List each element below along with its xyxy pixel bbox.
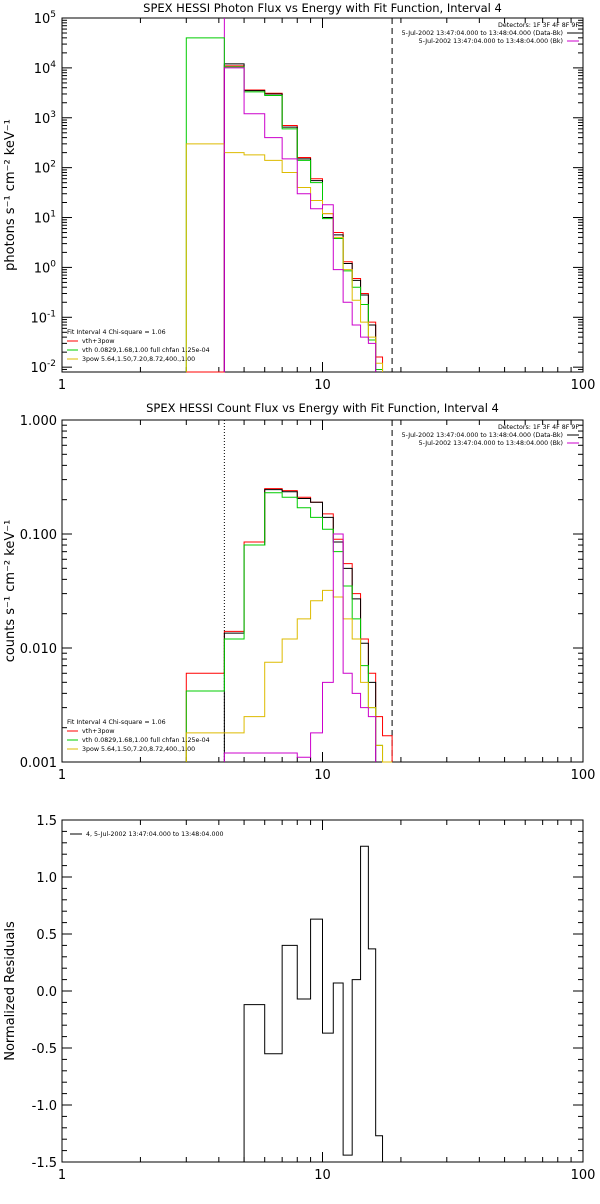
x-tick-label: 1 (58, 768, 66, 783)
x-tick-label: 1 (58, 378, 66, 393)
y-tick-label: -0.5 (32, 1042, 57, 1057)
legend-bottom-left-entry: Fit Interval 4 Chi-square = 1.06 (67, 719, 166, 726)
legend-bottom-left-entry: vth 0.0829,1.68,1.00 full chfan 1.25e-04 (82, 347, 210, 354)
series-step-bk (223, 533, 377, 762)
legend-bottom-left-entry: 3pow 5.64,1.50,7.20,8.72,400.,1.00 (82, 356, 195, 363)
y-tick-label: 105 (34, 10, 56, 27)
legend-bottom-left-entry: vth+3pow (82, 338, 114, 345)
x-tick-label: 100 (571, 1168, 596, 1183)
y-tick-label: 10-2 (30, 359, 56, 376)
legend-bottom-left-entry: vth 0.0829,1.68,1.00 full chfan 1.25e-04 (82, 737, 210, 744)
x-tick-label: 100 (571, 768, 596, 783)
y-tick-label: 102 (34, 160, 56, 177)
legend-top-right-entry: 5-Jul-2002 13:47:04.000 to 13:48:04.000 … (402, 30, 563, 37)
series-step-data-bk (223, 63, 377, 372)
x-tick-label: 10 (314, 768, 331, 783)
y-tick-label: 0.100 (20, 528, 57, 543)
y-axis-label: Normalized Residuals (3, 921, 18, 1061)
y-tick-label: 101 (34, 210, 56, 227)
y-tick-label: -1.5 (32, 1156, 57, 1171)
x-tick-label: 10 (314, 378, 331, 393)
legend-top-left-entry: 4, 5-Jul-2002 13:47:04.000 to 13:48:04.0… (86, 831, 223, 838)
y-tick-label: 1.5 (36, 814, 57, 829)
legend-top-right-entry: 5-Jul-2002 13:47:04.000 to 13:48:04.000 … (419, 38, 563, 45)
series-step-residuals (224, 845, 384, 1163)
y-axis-label: photons s⁻¹ cm⁻² keV⁻¹ (3, 119, 18, 271)
legend-top-right-entry: 5-Jul-2002 13:47:04.000 to 13:48:04.000 … (402, 432, 563, 439)
y-tick-label: 0.0 (36, 985, 57, 1000)
chart-panel-3: 1 10 100 1.5 1.0 0.5 0.0 -0.5 -1.0 -1.5 Normalized… (3, 814, 595, 1183)
y-tick-label: 104 (34, 60, 57, 77)
y-tick-label: 103 (34, 110, 56, 127)
chart-title: SPEX HESSI Count Flux vs Energy with Fit… (146, 401, 499, 415)
series-step-vth-3pow (186, 65, 384, 373)
legend-bottom-left-entry: 3pow 5.64,1.50,7.20,8.72,400.,1.00 (82, 746, 195, 753)
x-tick-label: 1 (58, 1168, 66, 1183)
legend-bottom-left-entry: Fit Interval 4 Chi-square = 1.06 (67, 329, 166, 336)
chart-panel-2: SPEX HESSI Count Flux vs Energy with Fit… (3, 401, 595, 783)
y-tick-label: 0.010 (20, 642, 57, 657)
y-tick-label: 0.5 (36, 928, 57, 943)
legend-top-right-entry: 5-Jul-2002 13:47:04.000 to 13:48:04.000 … (419, 440, 563, 447)
y-tick-label: 10-1 (30, 309, 56, 326)
series-step-vth (185, 492, 393, 763)
chart-title: SPEX HESSI Photon Flux vs Energy with Fi… (143, 1, 502, 15)
series-step-3pow (185, 589, 393, 763)
series-step-vth-3pow (185, 488, 393, 762)
x-tick-label: 10 (314, 1168, 331, 1183)
y-tick-label: 1.0 (36, 871, 57, 886)
legend-top-right-entry: Detectors: 1F 3F 4F 8F 9F (498, 424, 579, 431)
y-axis-label: counts s⁻¹ cm⁻² keV⁻¹ (3, 520, 18, 663)
series-step-bk (223, 67, 377, 372)
y-tick-label: 0.001 (20, 756, 57, 771)
series-step-3pow (185, 143, 384, 372)
y-tick-label: 100 (34, 259, 57, 276)
series-step-data-bk (223, 489, 377, 762)
y-tick-label: -1.0 (32, 1099, 57, 1114)
legend-top-right-entry: Detectors: 1F 3F 4F 8F 9F (498, 22, 579, 29)
legend-bottom-left-entry: vth+3pow (82, 728, 114, 735)
x-tick-label: 100 (571, 378, 596, 393)
y-tick-label: 1.000 (20, 414, 57, 429)
series-step-vth (185, 37, 384, 372)
chart-panel-1: SPEX HESSI Photon Flux vs Energy with Fi… (3, 1, 595, 393)
